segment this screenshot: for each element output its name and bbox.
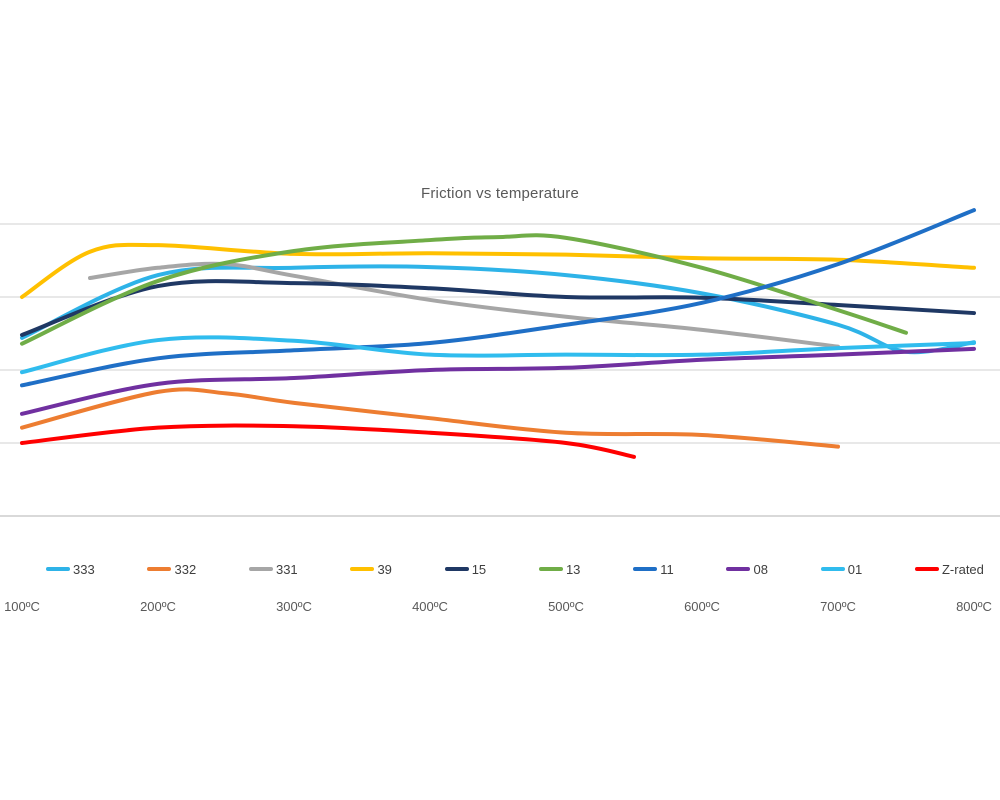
legend-label: 08 [753, 561, 768, 577]
chart-legend: 333 332 331 39 15 13 11 08 01 Z-rated [46, 560, 984, 578]
legend-label: 332 [174, 561, 197, 577]
legend-item-11[interactable]: 11 [633, 562, 674, 577]
legend-swatch-icon [248, 567, 273, 571]
legend-label: 39 [377, 561, 392, 577]
legend-item-15[interactable]: 15 [444, 561, 487, 577]
legend-swatch-icon [147, 567, 172, 571]
legend-label: 331 [275, 561, 298, 577]
legend-item-332[interactable]: 332 [147, 562, 196, 577]
x-tick-label: 700ºC [820, 599, 856, 614]
legend-item-13[interactable]: 13 [538, 561, 581, 577]
legend-swatch-icon [444, 567, 469, 571]
legend-item-39[interactable]: 39 [350, 561, 392, 577]
legend-item-331[interactable]: 331 [248, 561, 298, 577]
legend-item-Z-rated[interactable]: Z-rated [914, 561, 984, 577]
x-tick-label: 300ºC [276, 599, 312, 614]
chart-title: Friction vs temperature [421, 185, 579, 202]
legend-item-01[interactable]: 01 [820, 561, 863, 577]
legend-swatch-icon [350, 567, 375, 571]
legend-label: Z-rated [941, 561, 984, 577]
series-line-333 [20, 264, 976, 355]
legend-swatch-icon [633, 567, 658, 571]
series-line-11 [20, 208, 976, 388]
series-line-01 [20, 335, 976, 375]
legend-label: 01 [847, 561, 863, 577]
legend-label: 333 [73, 561, 95, 577]
legend-swatch-icon [726, 567, 751, 571]
x-tick-label: 100ºC [4, 599, 40, 614]
x-tick-label: 500ºC [548, 599, 584, 614]
series-line-332 [20, 387, 840, 449]
x-tick-label: 400ºC [412, 599, 448, 614]
series-line-08 [20, 346, 976, 416]
legend-label: 13 [565, 561, 581, 577]
legend-swatch-icon [46, 567, 70, 571]
legend-swatch-icon [914, 567, 939, 571]
legend-item-333[interactable]: 333 [46, 562, 95, 577]
series-line-39 [20, 242, 976, 299]
legend-swatch-icon [538, 567, 563, 571]
x-tick-label: 800ºC [956, 599, 992, 614]
x-tick-label: 600ºC [684, 599, 720, 614]
x-tick-label: 200ºC [140, 599, 176, 614]
legend-item-08[interactable]: 08 [726, 561, 768, 577]
legend-label: 15 [471, 561, 487, 577]
series-line-331 [88, 261, 840, 349]
legend-swatch-icon [820, 567, 845, 571]
legend-label: 11 [660, 561, 674, 577]
series-line-Z-rated [20, 423, 636, 459]
series-line-13 [20, 233, 908, 346]
